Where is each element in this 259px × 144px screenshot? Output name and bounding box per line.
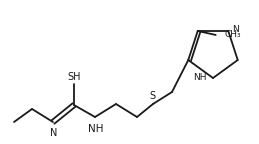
Text: S: S (149, 91, 155, 101)
Text: N: N (50, 128, 58, 138)
Text: NH: NH (88, 124, 104, 134)
Text: NH: NH (193, 73, 207, 83)
Text: N: N (232, 25, 239, 34)
Text: CH₃: CH₃ (225, 31, 241, 39)
Text: SH: SH (67, 72, 81, 82)
